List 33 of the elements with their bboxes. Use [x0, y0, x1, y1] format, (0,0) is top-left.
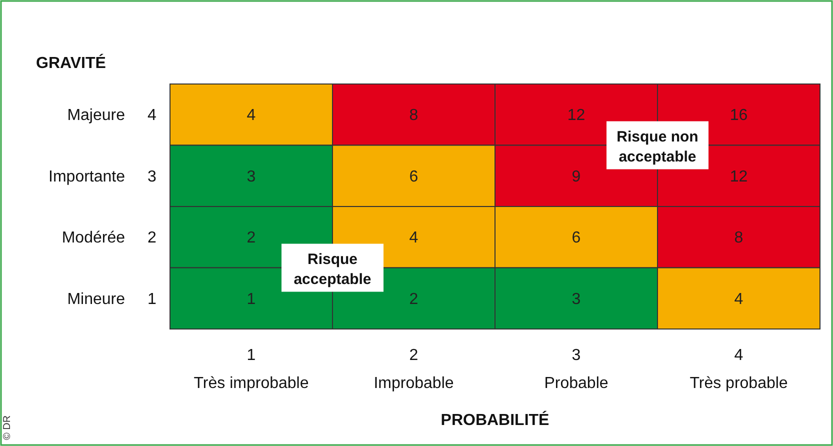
data-label: 12: [567, 107, 586, 124]
data-label: 16: [730, 107, 748, 124]
x-tick-label: 1 Très improbable: [194, 347, 309, 392]
data-label: 8: [734, 230, 744, 247]
data-label: 9: [572, 168, 581, 186]
x-tick-label: 2 Improbable: [374, 347, 454, 392]
data-label: 2: [409, 290, 418, 308]
data-label: 6: [572, 230, 581, 247]
x-tick-label: 3 Probable: [544, 347, 608, 392]
y-tick-label: Mineure: [67, 290, 126, 308]
y2-tick-label: 2: [148, 230, 157, 247]
data-label: 3: [572, 290, 581, 308]
data-label: 4: [246, 107, 256, 124]
y-tick-label: Modérée: [62, 230, 126, 247]
data-label: 4: [734, 290, 744, 308]
y2-tick-label: 1: [148, 290, 157, 308]
text: © DR: [2, 415, 13, 440]
data-label: 4: [409, 230, 418, 247]
data-label: 2: [246, 230, 256, 247]
y-tick-label: Majeure: [67, 107, 126, 124]
data-label: 8: [409, 107, 418, 124]
annotation: Risque non acceptable: [616, 128, 698, 166]
x-axis-title: PROBABILITÉ: [440, 410, 550, 429]
y-tick-label: Importante: [48, 168, 126, 186]
data-label: 12: [730, 168, 748, 186]
y2-tick-label: 4: [148, 107, 157, 124]
x-tick-label: 4 Très probable: [690, 347, 788, 392]
y2-tick-label: 3: [148, 168, 157, 186]
data-label: 3: [246, 168, 256, 186]
y-axis-title: GRAVITÉ: [36, 53, 106, 72]
annotation: Risque acceptable: [294, 250, 372, 288]
data-label: 1: [246, 290, 256, 308]
data-label: 6: [409, 168, 418, 186]
